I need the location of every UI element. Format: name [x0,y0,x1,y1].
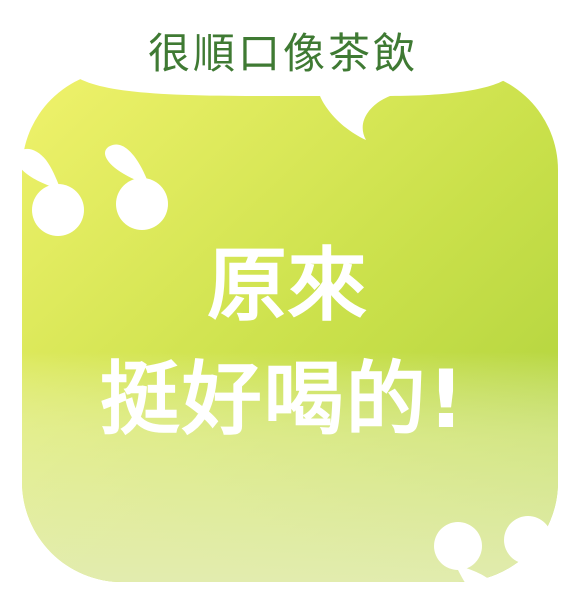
caption-text: 很順口像茶飲 [0,24,566,84]
headline-line-1: 原來 [0,238,566,334]
headline-line-2: 挺好喝的! [0,352,566,448]
